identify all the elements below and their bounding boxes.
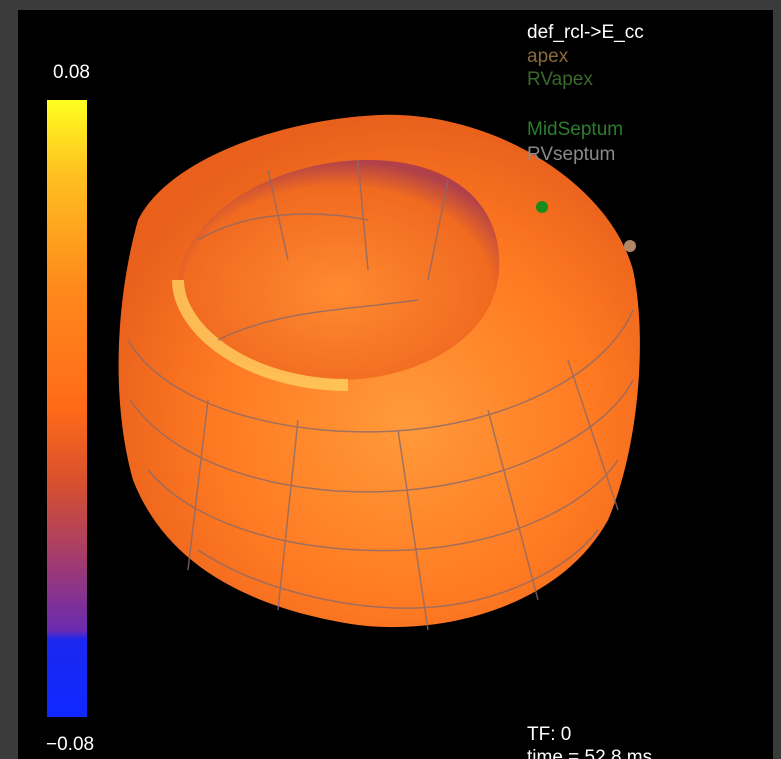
marker-label: RVapex xyxy=(527,69,593,91)
frame-number: TF: 0 xyxy=(527,724,571,746)
rvseptum-marker xyxy=(624,240,636,252)
scene xyxy=(18,10,773,759)
colorbar-max: 0.08 xyxy=(53,62,90,84)
render-view: 0.08 −0.08 def_rcl->E_cc apex RVapex Mid… xyxy=(18,10,773,759)
colorbar-min: −0.08 xyxy=(46,734,94,756)
marker-label: apex xyxy=(527,46,568,68)
marker-label: MidSeptum xyxy=(527,119,623,141)
field-label: def_rcl->E_cc xyxy=(527,22,644,44)
frame-time: time = 52.8 ms xyxy=(527,747,652,759)
colorbar xyxy=(47,100,87,717)
marker-label: RVseptum xyxy=(527,144,615,166)
page: {"colorbar": {"max_label": "0.08", "min_… xyxy=(0,0,781,759)
midseptum-marker xyxy=(536,201,548,213)
